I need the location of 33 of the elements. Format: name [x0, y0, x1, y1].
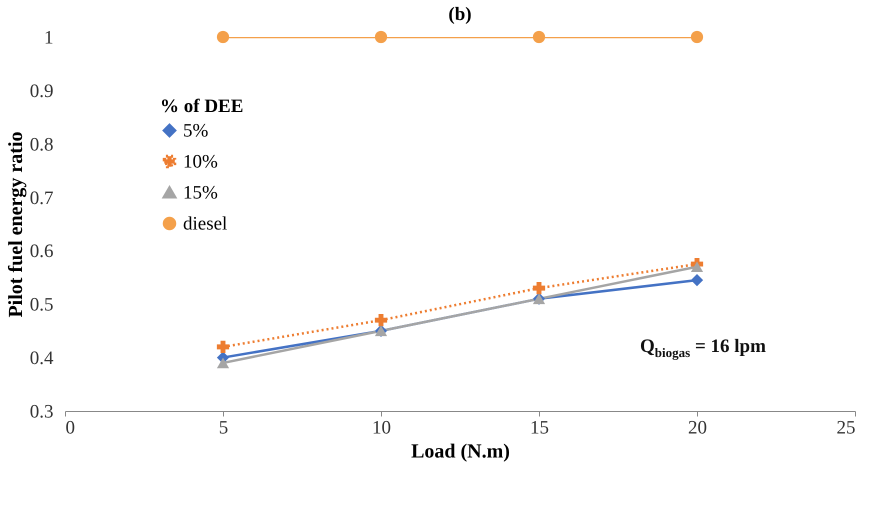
legend-label: 5% — [183, 120, 208, 142]
y-tick-label: 0.3 — [30, 402, 54, 422]
annotation: Q$_{biogas}$ = 16 lpm — [640, 336, 766, 361]
y-tick-label: 0.9 — [30, 80, 54, 102]
point — [690, 274, 704, 286]
x-tick-label: 25 — [836, 418, 856, 438]
x-tick-label: 5 — [218, 418, 228, 438]
legend-label: diesel — [183, 214, 228, 234]
y-tick-label: 0.8 — [30, 134, 54, 156]
x-axis-title: Load (N.m) — [411, 440, 510, 462]
y-tick-label: 0.6 — [30, 241, 54, 262]
point — [532, 30, 546, 44]
x-tick-label: 15 — [530, 418, 549, 438]
legend-label: 15% — [183, 182, 218, 204]
y-tick-label: 0.4 — [30, 348, 54, 370]
point — [216, 340, 230, 354]
point — [374, 314, 388, 326]
point — [216, 30, 230, 44]
x-tick-label: 20 — [688, 418, 707, 438]
point — [690, 261, 704, 272]
legend-label: 10% — [183, 152, 218, 172]
point — [216, 358, 230, 368]
point — [532, 282, 546, 294]
y-tick-label: 0.7 — [30, 188, 54, 209]
legend-title: % of DEE — [160, 96, 244, 117]
x-tick-label: 10 — [372, 418, 391, 438]
y-axis-title: Pilot fuel energy ratio — [4, 131, 27, 318]
chart-title: (b) — [448, 4, 472, 25]
x-tick-label: 0 — [66, 418, 75, 438]
point — [374, 30, 388, 44]
y-tick-label: 0.5 — [30, 294, 54, 316]
point — [690, 30, 704, 44]
y-tick-label: 1 — [44, 28, 54, 48]
